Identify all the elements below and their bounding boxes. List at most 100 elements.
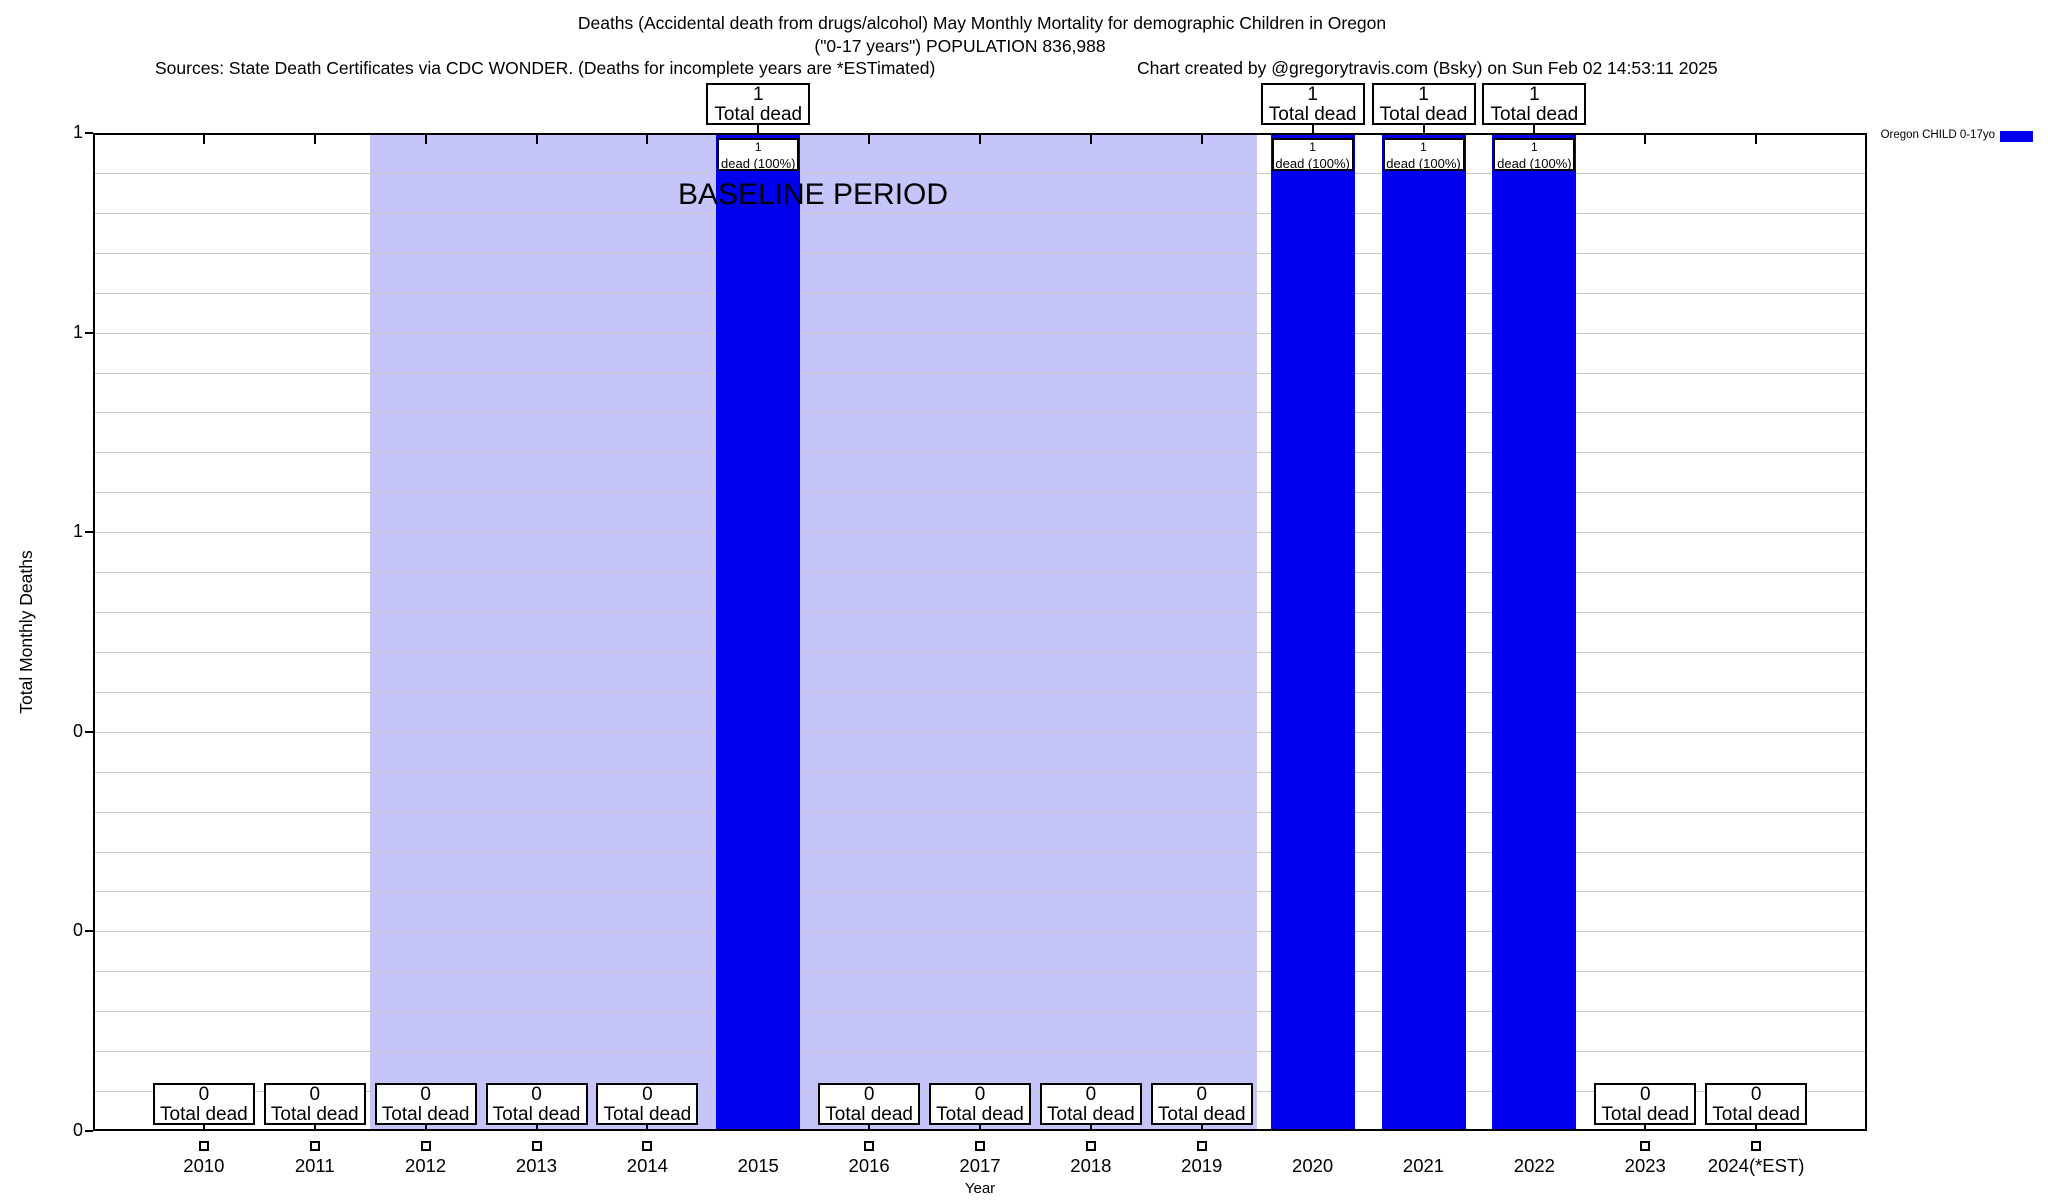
zero-marker-2016 [864,1141,875,1151]
gridline [95,172,1865,174]
zero-marker-2017 [975,1141,985,1151]
zero-box-2013-value: 0 [531,1084,542,1105]
bar-inner-label-2020-text: dead (100%) [1275,155,1350,171]
x-tick-label-2022: 2022 [1513,1155,1555,1176]
zero-box-2018-text: Total dead [1047,1104,1135,1125]
gridline [95,372,1865,374]
zero-box-2018-value: 0 [1085,1084,1097,1105]
baseline-region [370,135,1258,1129]
bar-inner-label-2022-value: 1 [1531,140,1538,154]
x-tick-label-2015: 2015 [737,1155,779,1176]
zero-box-2018: 0 Total dead [1039,1083,1142,1125]
zero-box-2014-value: 0 [642,1084,653,1105]
zero-box-2011: 0 Total dead [263,1083,366,1125]
zero-marker-2012 [420,1141,431,1151]
x-tick-label-2019: 2019 [1181,1155,1223,1176]
bar-2021 [1381,135,1466,1129]
gridline [95,1011,1865,1013]
zero-box-2016: 0 Total dead [818,1083,921,1125]
x-axis-tick-top [424,135,427,144]
y-tick-label: 0 [72,1120,83,1140]
x-axis-tick-top [535,135,538,144]
x-axis-tick-top [868,135,871,144]
y-axis-tick [85,730,93,733]
bar-inner-label-2015-value: 1 [754,140,762,154]
gridline [95,851,1865,853]
bar-top-label-stub [757,125,760,133]
x-axis-title: Year [964,1180,996,1197]
zero-box-2017-value: 0 [974,1084,986,1105]
bar-inner-label-2022: 1 dead (100%) [1493,138,1576,171]
bar-top-label-2015-value: 1 [752,84,764,105]
y-axis-tick [85,331,93,334]
zero-box-2014: 0 Total dead [596,1083,699,1125]
bar-top-label-2015: 1 Total dead [706,83,811,125]
bar-2015 [716,135,801,1129]
zero-marker-2010 [198,1141,209,1151]
bar-top-label-stub [1533,125,1536,133]
bar-top-label-2022-text: Total dead [1490,104,1579,125]
bar-2020 [1270,135,1355,1129]
y-axis-tick [85,930,93,933]
bar-top-label-2021-value: 1 [1418,84,1429,105]
zero-box-2016-value: 0 [863,1084,875,1105]
x-tick-label-2020: 2020 [1292,1155,1334,1176]
gridline [95,651,1865,653]
zero-box-2012-text: Total dead [381,1104,470,1125]
y-axis-tick [85,132,93,134]
zero-box-2011-value: 0 [309,1084,321,1105]
zero-marker-2018 [1085,1141,1096,1151]
legend-label: Oregon CHILD 0-17yo [1880,129,1995,141]
y-axis-tick [85,531,93,534]
bar-top-label-2021-text: Total dead [1379,104,1468,125]
x-axis-tick-top [1644,135,1647,144]
zero-box-2010-text: Total dead [160,1104,248,1125]
bar-2022 [1492,135,1577,1129]
gridline [95,891,1865,893]
gridline [95,332,1865,334]
x-axis-tick-top [202,135,205,144]
zero-box-2013-text: Total dead [492,1104,581,1125]
gridline [95,971,1865,973]
zero-marker-2019 [1196,1141,1207,1151]
zero-box-2012: 0 Total dead [374,1083,477,1125]
gridline [95,252,1865,254]
bar-inner-label-2020: 1 dead (100%) [1271,138,1354,171]
zero-box-2016-text: Total dead [825,1104,913,1125]
x-tick-label-2014: 2014 [626,1155,668,1176]
y-tick-label: 0 [72,720,83,741]
bar-top-label-2020: 1 Total dead [1260,83,1365,125]
bar-top-label-stub [1311,125,1314,133]
gridline [95,771,1865,773]
bar-top-label-2020-value: 1 [1307,84,1318,105]
gridline [95,452,1865,454]
y-tick-label: 1 [72,321,83,342]
legend-swatch [2000,131,2033,142]
zero-box-2019-value: 0 [1196,1084,1208,1105]
gridline [95,612,1865,614]
gridline [95,931,1865,933]
sources-note: Sources: State Death Certificates via CD… [155,58,936,78]
bar-top-label-stub [1422,125,1425,133]
bar-inner-label-2020-value: 1 [1309,140,1316,154]
x-tick-label-2017: 2017 [959,1155,1001,1176]
gridline [95,412,1865,414]
x-tick-label-2016: 2016 [848,1155,890,1176]
bar-top-label-2021: 1 Total dead [1371,83,1476,125]
gridline [95,492,1865,494]
credit-note: Chart created by @gregorytravis.com (Bsk… [1137,58,1718,78]
zero-box-2024(*EST): 0 Total dead [1705,1083,1808,1125]
zero-box-2023: 0 Total dead [1594,1083,1697,1125]
gridline [95,292,1865,294]
zero-box-2023-value: 0 [1639,1084,1651,1105]
gridline [95,691,1865,693]
x-axis-tick-top [313,135,316,144]
gridline [95,532,1865,534]
bar-top-label-2022-value: 1 [1529,84,1540,105]
x-axis-tick-top [646,135,649,144]
legend: Oregon CHILD 0-17yo [1880,126,2048,146]
zero-box-2017-text: Total dead [936,1104,1024,1125]
zero-box-2010: 0 Total dead [152,1083,255,1125]
x-tick-label-2012: 2012 [405,1155,447,1176]
